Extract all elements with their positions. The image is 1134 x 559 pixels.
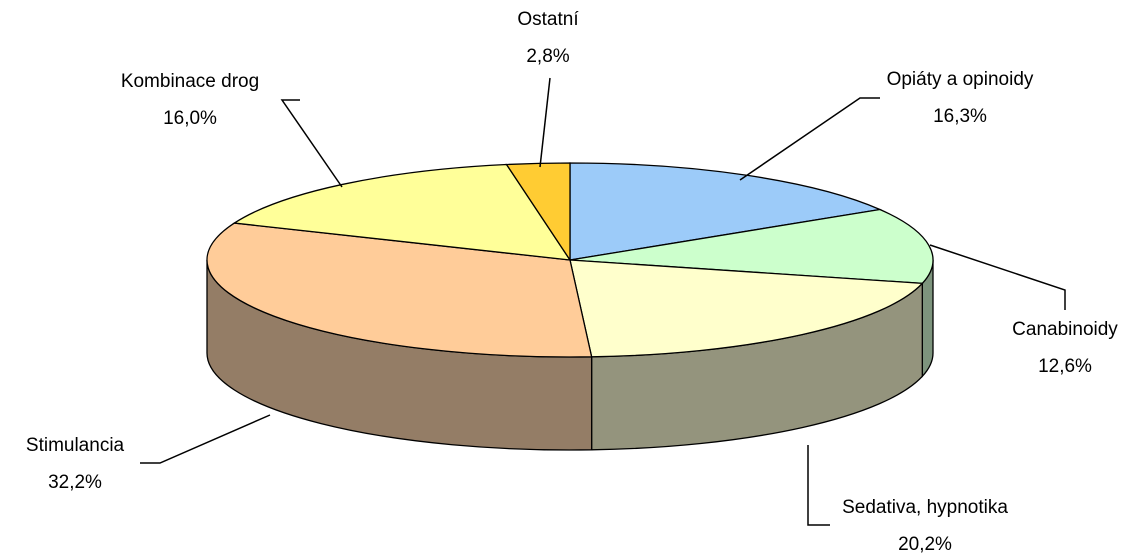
slice-label: Stimulancia (26, 435, 125, 456)
slice-value-label: 32,2% (48, 472, 102, 493)
slice-value-label: 20,2% (898, 534, 952, 555)
slice (232, 163, 572, 261)
leader-line (929, 244, 1066, 310)
slice (505, 162, 571, 263)
leader-line (807, 445, 830, 526)
leader-line (539, 77, 551, 168)
leader-line (739, 97, 880, 181)
slice-label: Sedativa, hypnotika (842, 497, 1008, 518)
slice-label: Ostatní (517, 9, 579, 30)
leader-line (140, 414, 271, 464)
slice (569, 259, 924, 358)
slice-value-label: 2,8% (526, 46, 569, 67)
slice (569, 208, 934, 285)
slice-label: Kombinace drog (121, 71, 259, 92)
slice (206, 222, 593, 358)
slice-value-label: 16,0% (163, 108, 217, 129)
slice-value-label: 16,3% (933, 106, 987, 127)
slice-label: Canabinoidy (1012, 319, 1118, 340)
leader-line (280, 99, 343, 188)
slice-label: Opiáty a opinoidy (887, 69, 1034, 90)
slice-value-label: 12,6% (1038, 356, 1092, 377)
